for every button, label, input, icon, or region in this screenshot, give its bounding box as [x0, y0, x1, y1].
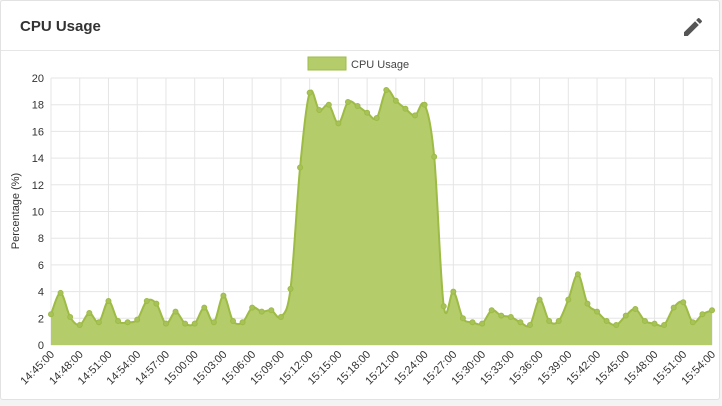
data-point[interactable]	[536, 296, 543, 303]
data-point[interactable]	[344, 99, 351, 106]
data-point[interactable]	[182, 320, 189, 327]
data-point[interactable]	[603, 317, 610, 324]
data-point[interactable]	[565, 296, 572, 303]
data-point[interactable]	[230, 317, 237, 324]
data-point[interactable]	[67, 313, 74, 320]
data-point[interactable]	[172, 308, 179, 315]
data-point[interactable]	[373, 115, 380, 122]
data-point[interactable]	[134, 316, 141, 323]
cpu-usage-line	[50, 88, 713, 328]
y-tick-label: 12	[32, 180, 44, 192]
card-title: CPU Usage	[20, 18, 101, 35]
data-point[interactable]	[488, 307, 495, 314]
data-point[interactable]	[440, 303, 447, 310]
data-point[interactable]	[220, 292, 227, 299]
y-tick-label: 6	[38, 260, 44, 272]
data-point[interactable]	[469, 319, 476, 326]
y-tick-label: 14	[32, 153, 44, 165]
data-point[interactable]	[594, 308, 601, 315]
card-header: CPU Usage	[1, 1, 719, 51]
data-point[interactable]	[689, 319, 696, 326]
cpu-usage-chart: 0 2 4 6 8 10 12 14 16 18 20 14:45:0014:48:0014:51:…	[10, 56, 718, 388]
data-point[interactable]	[249, 304, 256, 311]
data-point[interactable]	[364, 109, 371, 116]
edit-button[interactable]	[681, 15, 705, 39]
data-point[interactable]	[709, 307, 715, 314]
data-point[interactable]	[651, 320, 658, 327]
data-point[interactable]	[105, 297, 112, 304]
data-point[interactable]	[95, 319, 102, 326]
data-point[interactable]	[268, 307, 275, 314]
data-point[interactable]	[392, 97, 399, 104]
data-point[interactable]	[555, 317, 562, 324]
data-point[interactable]	[459, 315, 466, 322]
y-tick-label: 2	[38, 313, 44, 325]
data-points	[48, 87, 715, 328]
data-point[interactable]	[86, 309, 93, 316]
legend[interactable]: CPU Usage	[307, 56, 409, 71]
y-tick-label: 20	[32, 73, 44, 85]
data-point[interactable]	[584, 300, 591, 307]
data-point[interactable]	[421, 101, 428, 108]
data-point[interactable]	[517, 319, 524, 326]
data-point[interactable]	[412, 112, 419, 119]
data-point[interactable]	[526, 321, 533, 328]
data-point[interactable]	[431, 153, 438, 160]
legend-swatch	[307, 56, 347, 71]
data-point[interactable]	[632, 305, 639, 312]
y-tick-label: 16	[32, 126, 44, 138]
data-point[interactable]	[316, 107, 323, 114]
data-point[interactable]	[115, 317, 122, 324]
data-point[interactable]	[613, 321, 620, 328]
y-tick-label: 18	[32, 100, 44, 112]
data-point[interactable]	[402, 105, 409, 112]
data-point[interactable]	[57, 289, 64, 296]
y-tick-label: 4	[38, 287, 44, 299]
y-tick-label: 10	[32, 207, 44, 219]
data-point[interactable]	[191, 320, 198, 327]
data-point[interactable]	[258, 308, 265, 315]
data-point[interactable]	[325, 101, 332, 108]
legend-label: CPU Usage	[351, 59, 409, 71]
y-tick-label: 0	[38, 340, 44, 352]
data-point[interactable]	[76, 321, 83, 328]
data-point[interactable]	[546, 317, 553, 324]
data-point[interactable]	[661, 321, 668, 328]
y-tick-label: 8	[38, 233, 44, 245]
data-point[interactable]	[507, 313, 514, 320]
data-point[interactable]	[143, 297, 150, 304]
chart-area: 0 2 4 6 8 10 12 14 16 18 20 14:45:00 14:48:00 14:51:…	[1, 51, 721, 401]
data-point[interactable]	[354, 103, 361, 110]
data-point[interactable]	[162, 320, 169, 327]
data-point[interactable]	[48, 311, 54, 318]
data-point[interactable]	[287, 285, 294, 292]
data-point[interactable]	[297, 164, 304, 171]
y-axis-ticks: 0 2 4 6 8 10 12 14 16 18 20	[32, 73, 44, 352]
data-point[interactable]	[680, 299, 687, 306]
pencil-icon	[684, 17, 703, 36]
x-axis-ticks: 14:45:0014:48:0014:51:0014:54:0014:57:00…	[18, 349, 718, 388]
data-point[interactable]	[335, 120, 342, 127]
data-point[interactable]	[670, 304, 677, 311]
data-point[interactable]	[383, 87, 390, 94]
data-point[interactable]	[306, 89, 313, 96]
data-point[interactable]	[153, 300, 160, 307]
data-point[interactable]	[574, 271, 581, 278]
data-point[interactable]	[210, 319, 217, 326]
data-point[interactable]	[277, 313, 284, 320]
data-point[interactable]	[699, 311, 706, 318]
data-point[interactable]	[622, 312, 629, 319]
cpu-usage-area	[51, 89, 712, 345]
data-point[interactable]	[201, 304, 208, 311]
data-point[interactable]	[641, 317, 648, 324]
data-point[interactable]	[239, 319, 246, 326]
data-point[interactable]	[450, 288, 457, 295]
data-point[interactable]	[498, 312, 505, 319]
data-point[interactable]	[479, 320, 486, 327]
y-axis-label: Percentage (%)	[10, 173, 22, 249]
data-point[interactable]	[124, 319, 131, 326]
